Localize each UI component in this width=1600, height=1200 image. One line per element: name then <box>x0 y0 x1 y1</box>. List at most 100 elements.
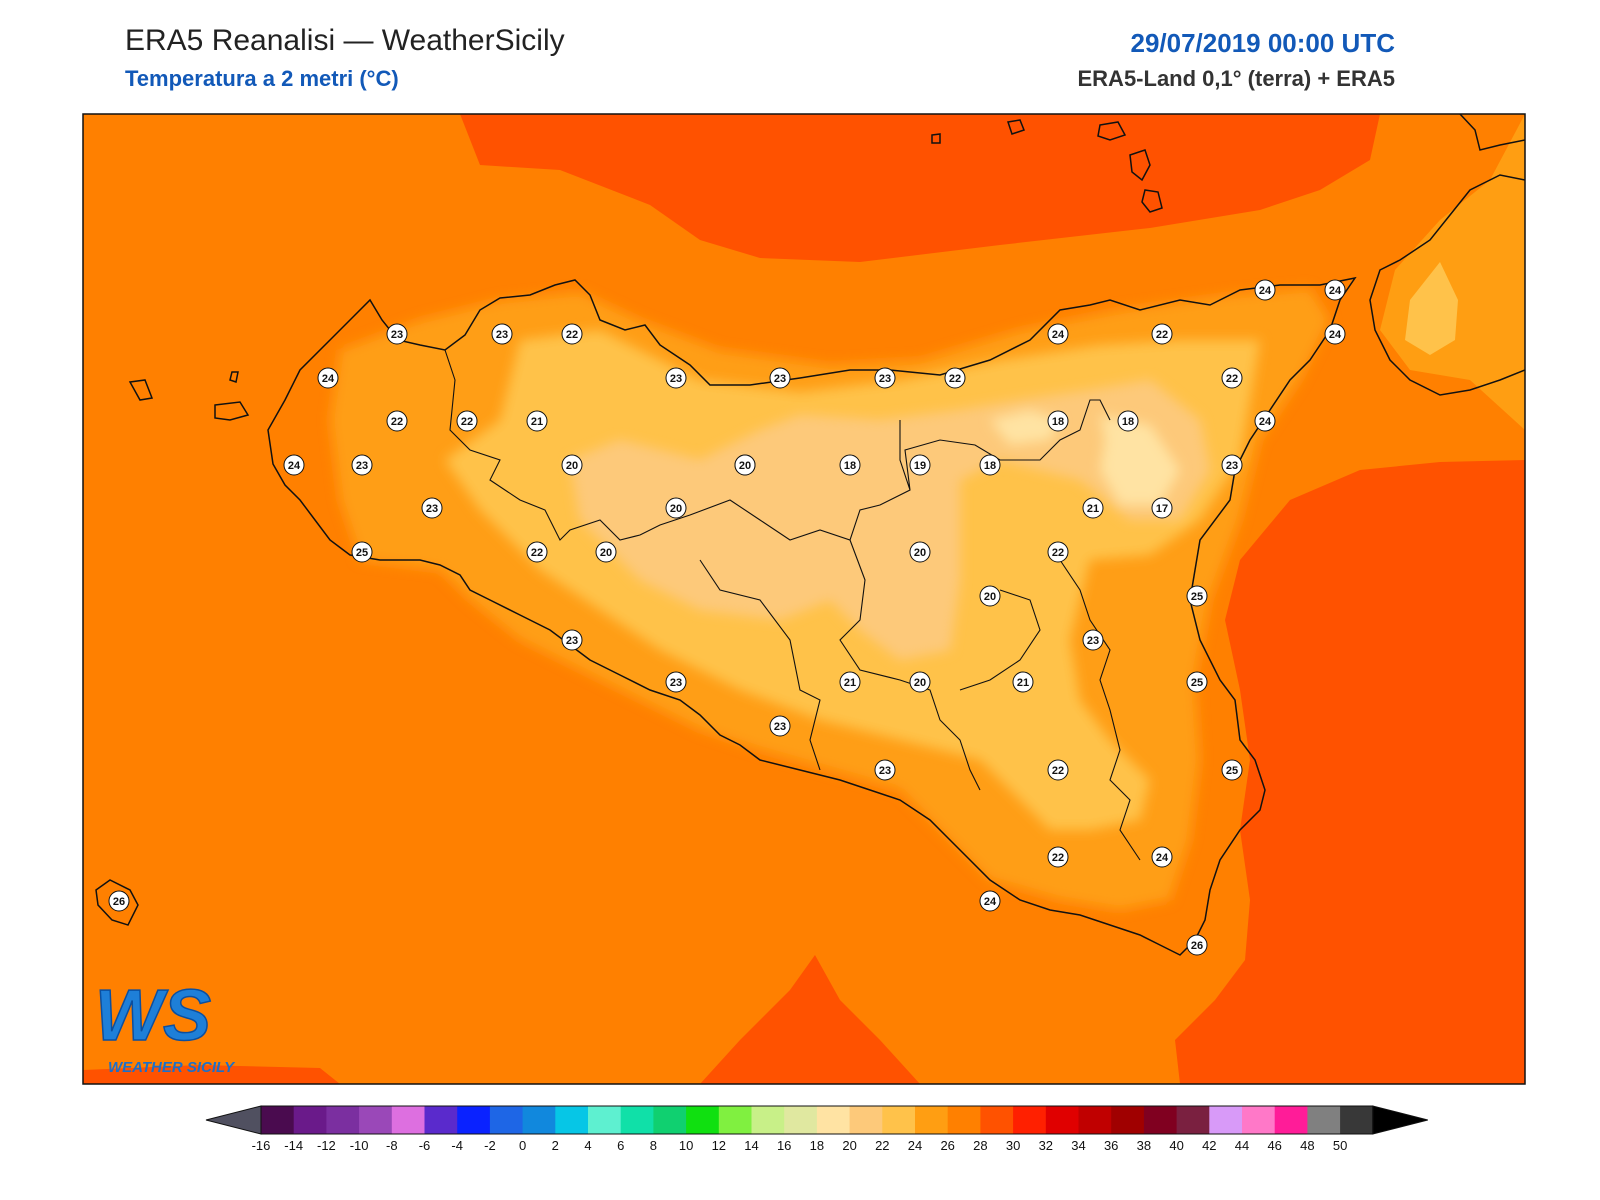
map-source: ERA5-Land 0,1° (terra) + ERA5 <box>1077 66 1396 91</box>
station-value: 24 <box>288 460 301 472</box>
station-marker: 22 <box>1047 759 1069 781</box>
map-title: ERA5 Reanalisi — WeatherSicily <box>125 24 565 57</box>
field-band-26-north <box>460 114 1380 262</box>
colorbar-swatch <box>326 1106 360 1134</box>
colorbar-tick-label: 0 <box>519 1138 526 1153</box>
colorbar-swatch <box>686 1106 720 1134</box>
temperature-field <box>83 114 1525 1084</box>
colorbar-swatch <box>1111 1106 1145 1134</box>
station-circle <box>734 454 756 476</box>
station-circle <box>1221 759 1243 781</box>
colorbar-swatch <box>816 1106 851 1134</box>
station-circle <box>351 541 373 563</box>
colorbar-tick-label: 14 <box>744 1138 758 1153</box>
station-value: 25 <box>1226 765 1238 777</box>
station-circle <box>839 454 861 476</box>
station-marker: 23 <box>421 497 443 519</box>
station-value: 22 <box>1226 373 1238 385</box>
field-band-26-east <box>1175 460 1525 1084</box>
station-circle <box>769 367 791 389</box>
station-marker: 20 <box>665 497 687 519</box>
station-circle <box>283 454 305 476</box>
station-marker: 24 <box>1324 279 1346 301</box>
station-marker: 24 <box>1324 323 1346 345</box>
station-value: 26 <box>113 896 125 908</box>
station-value: 20 <box>914 547 926 559</box>
station-circle <box>1047 323 1069 345</box>
colorbar-tick-label: 48 <box>1300 1138 1314 1153</box>
colorbar-tick-label: -6 <box>419 1138 431 1153</box>
aeolian-island-1 <box>1129 149 1151 182</box>
station-value: 24 <box>1329 329 1342 341</box>
egadi-island-2 <box>214 401 250 421</box>
station-marker: 23 <box>665 671 687 693</box>
weathersicily-logo: WS WEATHER SICILY <box>94 975 236 1076</box>
station-circle <box>456 410 478 432</box>
station-marker: 25 <box>1186 671 1208 693</box>
station-circle <box>1047 759 1069 781</box>
colorbar-tick-label: 30 <box>1006 1138 1020 1153</box>
station-value: 20 <box>984 591 996 603</box>
station-value: 20 <box>670 503 682 515</box>
colorbar-tick-label: 34 <box>1071 1138 1085 1153</box>
station-marker: 24 <box>1151 846 1173 868</box>
colorbar-tick-label: 18 <box>810 1138 824 1153</box>
station-circle <box>909 671 931 693</box>
station-value: 22 <box>1156 329 1168 341</box>
colorbar-tick-label: 10 <box>679 1138 693 1153</box>
station-circle <box>1254 279 1276 301</box>
station-circle <box>1324 279 1346 301</box>
calabria-coastline <box>1369 114 1525 396</box>
pantelleria-island <box>95 879 139 926</box>
station-value: 18 <box>844 460 856 472</box>
station-marker: 18 <box>1047 410 1069 432</box>
station-value: 23 <box>774 721 786 733</box>
colorbar-tick-label: 28 <box>973 1138 987 1153</box>
colorbar-swatch <box>718 1106 752 1134</box>
station-marker: 25 <box>351 541 373 563</box>
station-value: 22 <box>391 416 403 428</box>
colorbar-swatch <box>588 1106 622 1134</box>
aeolian-island-2 <box>1141 189 1163 213</box>
station-circle <box>979 585 1001 607</box>
field-band-20-calabria <box>1405 262 1458 355</box>
colorbar-swatch <box>1209 1106 1243 1134</box>
station-circle <box>839 671 861 693</box>
colorbar-swatch <box>261 1106 295 1134</box>
station-value: 24 <box>1259 416 1272 428</box>
colorbar-tick-label: 24 <box>908 1138 922 1153</box>
station-marker: 24 <box>1254 279 1276 301</box>
station-marker: 18 <box>839 454 861 476</box>
station-value: 23 <box>879 765 891 777</box>
field-band-26-south <box>700 955 920 1084</box>
colorbar-swatch <box>391 1106 425 1134</box>
map-subtitle: Temperatura a 2 metri (°C) <box>125 66 399 91</box>
station-value: 20 <box>600 547 612 559</box>
station-value: 20 <box>914 677 926 689</box>
station-circle <box>1151 846 1173 868</box>
colorbar-tick-label: 16 <box>777 1138 791 1153</box>
station-marker: 20 <box>595 541 617 563</box>
station-circle <box>1254 410 1276 432</box>
colorbar-swatch <box>555 1106 589 1134</box>
colorbar-tick-label: 4 <box>584 1138 591 1153</box>
field-band-22-calabria <box>1380 114 1525 430</box>
station-value: 22 <box>1052 852 1064 864</box>
colorbar-tick-label: 50 <box>1333 1138 1347 1153</box>
station-marker: 22 <box>386 410 408 432</box>
colorbar-tick-label: 46 <box>1267 1138 1281 1153</box>
colorbar-swatch <box>1013 1106 1047 1134</box>
colorbar: -16 -14 -12 -10 -8 -6 -4 -2 0 2 4 6 8 10 12 14 16 18 20 22 2… <box>205 1105 1428 1153</box>
station-value: 23 <box>566 635 578 647</box>
station-marker: 20 <box>909 671 931 693</box>
colorbar-swatch <box>620 1106 654 1134</box>
station-circle <box>1221 367 1243 389</box>
station-marker: 22 <box>1047 846 1069 868</box>
station-marker: 23 <box>769 715 791 737</box>
station-marker: 24 <box>283 454 305 476</box>
station-circle <box>108 890 130 912</box>
station-value: 23 <box>670 677 682 689</box>
colorbar-tick-label: 26 <box>940 1138 954 1153</box>
station-circle <box>491 323 513 345</box>
